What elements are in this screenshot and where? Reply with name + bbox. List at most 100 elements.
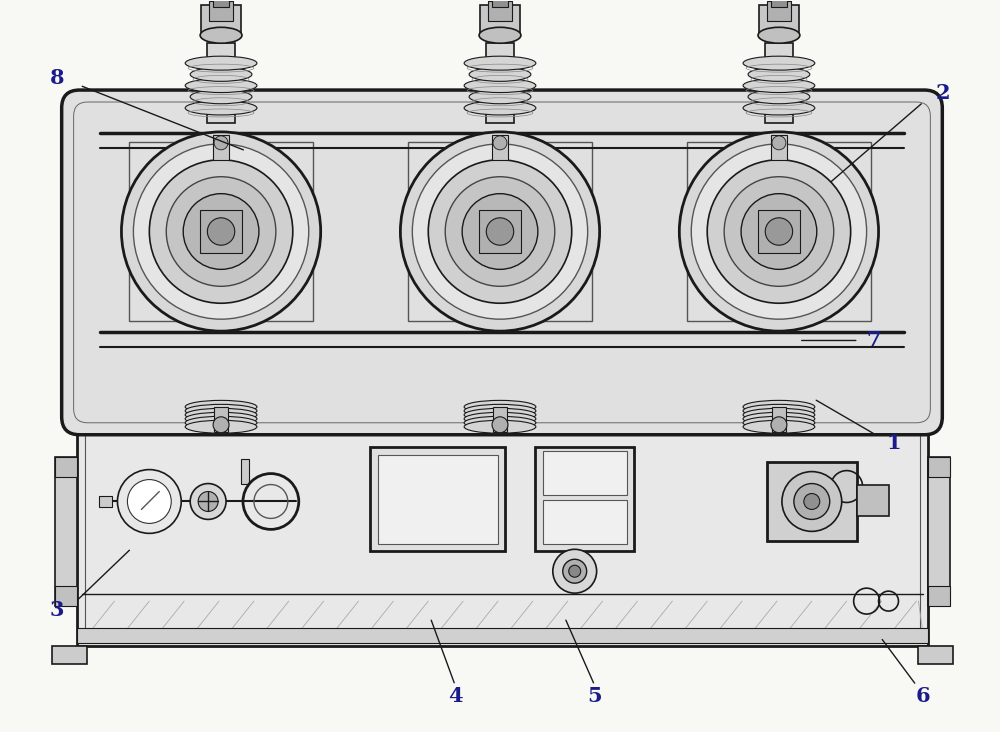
Bar <box>408 142 592 321</box>
Bar <box>918 646 953 664</box>
Circle shape <box>445 176 555 286</box>
Bar <box>55 586 77 606</box>
Ellipse shape <box>185 400 257 414</box>
Bar <box>488 1 512 21</box>
Bar <box>543 501 627 545</box>
Ellipse shape <box>743 408 815 422</box>
Ellipse shape <box>743 417 815 429</box>
Bar <box>928 457 950 606</box>
Circle shape <box>765 218 793 245</box>
Circle shape <box>724 176 834 286</box>
Ellipse shape <box>743 78 815 92</box>
Ellipse shape <box>464 404 536 417</box>
Circle shape <box>412 144 588 319</box>
FancyBboxPatch shape <box>62 90 942 435</box>
Bar <box>759 5 799 35</box>
Bar <box>241 459 249 484</box>
Bar <box>77 417 928 646</box>
Ellipse shape <box>743 400 815 414</box>
Ellipse shape <box>469 67 531 81</box>
Ellipse shape <box>190 67 252 81</box>
Ellipse shape <box>464 408 536 422</box>
Circle shape <box>782 471 842 531</box>
Ellipse shape <box>743 56 815 70</box>
Bar <box>129 142 313 321</box>
Ellipse shape <box>200 27 242 43</box>
Bar <box>928 586 950 606</box>
Ellipse shape <box>185 78 257 92</box>
Bar <box>543 451 627 495</box>
Ellipse shape <box>464 78 536 92</box>
Ellipse shape <box>743 412 815 425</box>
Text: 2: 2 <box>936 83 951 102</box>
Ellipse shape <box>464 420 536 433</box>
Circle shape <box>493 136 507 150</box>
Ellipse shape <box>185 420 257 433</box>
Ellipse shape <box>479 27 521 43</box>
Ellipse shape <box>743 404 815 417</box>
Bar <box>209 1 233 21</box>
Bar <box>486 412 514 422</box>
Circle shape <box>214 136 228 150</box>
Ellipse shape <box>464 56 536 70</box>
Bar <box>493 407 507 432</box>
Bar <box>771 0 787 7</box>
Bar <box>492 0 508 7</box>
Text: 4: 4 <box>448 686 462 706</box>
Circle shape <box>190 484 226 520</box>
Circle shape <box>741 194 817 269</box>
Circle shape <box>127 479 171 523</box>
Circle shape <box>400 132 600 331</box>
Circle shape <box>771 417 787 433</box>
Ellipse shape <box>464 412 536 425</box>
Circle shape <box>707 160 851 303</box>
Ellipse shape <box>185 404 257 417</box>
Circle shape <box>679 132 879 331</box>
Ellipse shape <box>469 90 531 104</box>
Circle shape <box>166 176 276 286</box>
Circle shape <box>198 491 218 512</box>
Ellipse shape <box>743 101 815 115</box>
Ellipse shape <box>185 412 257 425</box>
Ellipse shape <box>190 90 252 104</box>
Ellipse shape <box>758 27 800 43</box>
Bar <box>765 43 793 123</box>
Circle shape <box>553 549 597 593</box>
Bar <box>480 5 520 35</box>
Text: 5: 5 <box>587 686 602 706</box>
Bar <box>214 407 228 432</box>
Bar <box>535 447 634 551</box>
Bar <box>207 43 235 123</box>
Bar <box>857 485 889 517</box>
Ellipse shape <box>185 417 257 429</box>
Bar <box>370 447 505 551</box>
Circle shape <box>133 144 309 319</box>
Circle shape <box>428 160 572 303</box>
Circle shape <box>117 470 181 534</box>
Bar <box>99 496 112 507</box>
Ellipse shape <box>185 56 257 70</box>
Text: 7: 7 <box>866 330 881 351</box>
Ellipse shape <box>748 67 810 81</box>
Bar <box>928 457 950 477</box>
Bar <box>687 142 871 321</box>
Circle shape <box>804 493 820 509</box>
Bar <box>55 457 77 606</box>
Ellipse shape <box>464 417 536 429</box>
Circle shape <box>213 417 229 433</box>
Ellipse shape <box>464 400 536 414</box>
Bar <box>765 412 793 422</box>
Bar <box>200 210 242 253</box>
Text: 1: 1 <box>886 433 901 452</box>
Circle shape <box>492 417 508 433</box>
Circle shape <box>121 132 321 331</box>
Ellipse shape <box>743 420 815 433</box>
Circle shape <box>563 559 587 583</box>
Circle shape <box>207 218 235 245</box>
Bar <box>213 0 229 7</box>
Circle shape <box>183 194 259 269</box>
Circle shape <box>462 194 538 269</box>
Bar <box>767 462 857 542</box>
Ellipse shape <box>185 408 257 422</box>
Bar <box>77 628 928 643</box>
